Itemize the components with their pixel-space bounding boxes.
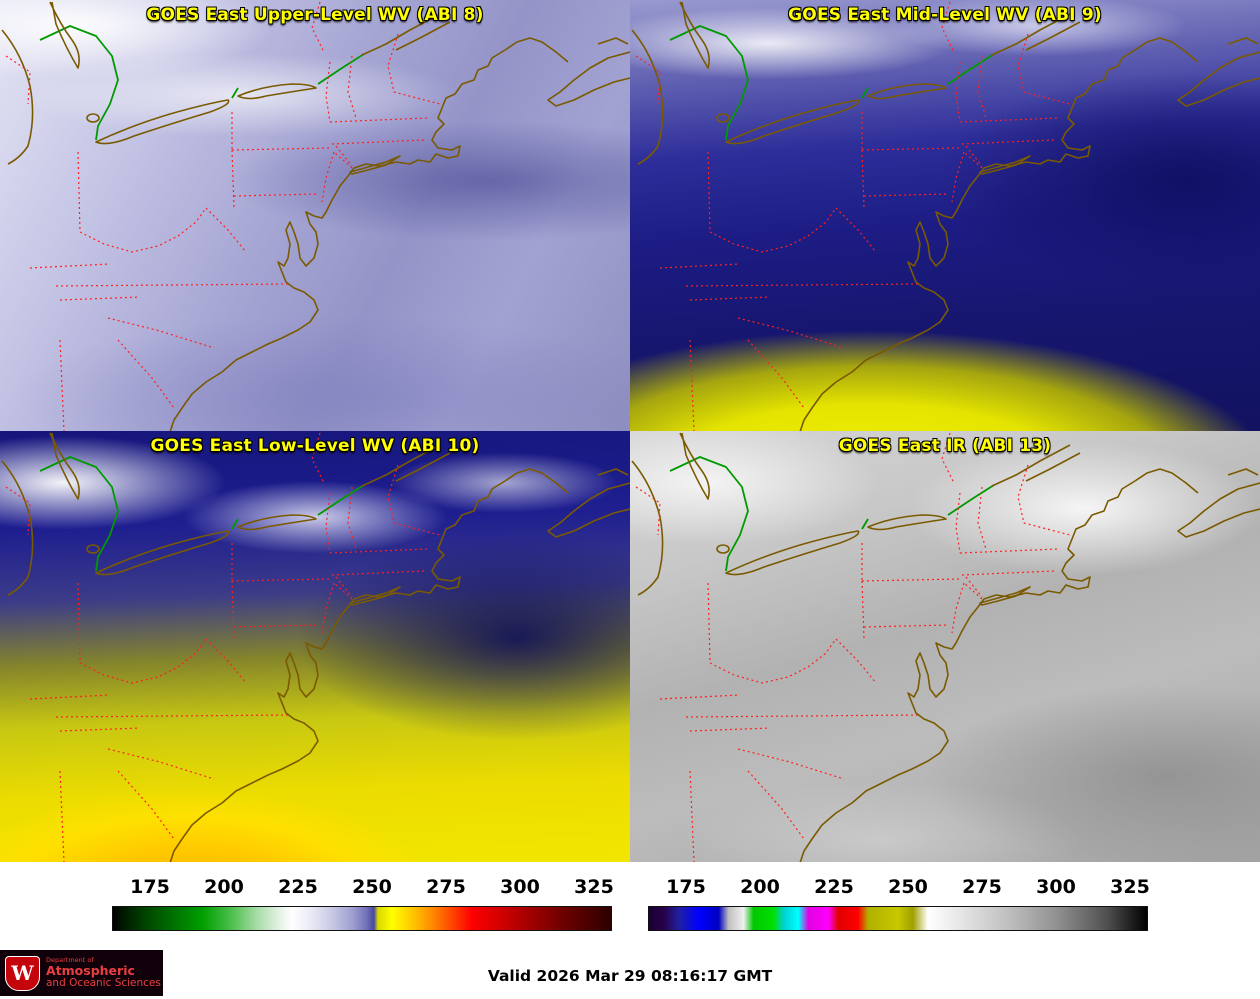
crest-letter: W (11, 961, 34, 985)
colorbar-infrared: 175 200 225 250 275 300 325 (630, 876, 1260, 940)
logo-line2: and Oceanic Sciences (46, 976, 161, 989)
tick-label: 275 (962, 876, 1002, 898)
colorbar-wv-tick-labels: 175 200 225 250 275 300 325 (112, 876, 614, 902)
tick-label: 300 (500, 876, 540, 898)
panel-title: GOES East Low-Level WV (ABI 10) (150, 436, 480, 456)
tick-label: 325 (1110, 876, 1150, 898)
logo-dept-line: Department of (46, 956, 94, 965)
uw-crest-icon: W (5, 955, 40, 991)
colorbar-row: 175 200 225 250 275 300 325 175 200 225 … (0, 862, 1260, 940)
panel-low-level-wv-abi10: GOES East Low-Level WV (ABI 10) (0, 431, 630, 862)
tick-label: 225 (814, 876, 854, 898)
basemap-overlay (631, 432, 1260, 862)
tick-label: 175 (666, 876, 706, 898)
basemap-overlay (631, 1, 1260, 431)
tick-label: 250 (352, 876, 392, 898)
basemap-overlay (1, 1, 630, 431)
uw-aos-logo: W Department of Atmospheric and Oceanic … (0, 950, 163, 996)
tick-label: 225 (278, 876, 318, 898)
tick-label: 250 (888, 876, 928, 898)
panel-mid-level-wv-abi9: GOES East Mid-Level WV (ABI 9) (630, 0, 1260, 431)
logo-text: Department of Atmospheric and Oceanic Sc… (46, 957, 161, 989)
footer: W Department of Atmospheric and Oceanic … (0, 940, 1260, 999)
panel-ir-abi13: GOES East IR (ABI 13) (630, 431, 1260, 862)
colorbar-ir-tick-labels: 175 200 225 250 275 300 325 (648, 876, 1150, 902)
colorbar-ir-gradient (648, 906, 1148, 931)
panel-title: GOES East Upper-Level WV (ABI 8) (146, 5, 484, 25)
panel-title: GOES East Mid-Level WV (ABI 9) (788, 5, 1102, 25)
tick-label: 200 (740, 876, 780, 898)
tick-label: 275 (426, 876, 466, 898)
panel-upper-level-wv-abi8: GOES East Upper-Level WV (ABI 8) (0, 0, 630, 431)
tick-label: 200 (204, 876, 244, 898)
tick-label: 325 (574, 876, 614, 898)
colorbar-wv-gradient (112, 906, 612, 931)
satellite-quad-view: GOES East Upper-Level WV (ABI 8) GOES Ea… (0, 0, 1260, 862)
tick-label: 175 (130, 876, 170, 898)
tick-label: 300 (1036, 876, 1076, 898)
panel-title: GOES East IR (ABI 13) (838, 436, 1052, 456)
logo-line1: Atmospheric (46, 963, 135, 979)
basemap-overlay (1, 432, 630, 862)
valid-time-label: Valid 2026 Mar 29 08:16:17 GMT (487, 967, 773, 985)
colorbar-water-vapor: 175 200 225 250 275 300 325 (0, 876, 630, 940)
